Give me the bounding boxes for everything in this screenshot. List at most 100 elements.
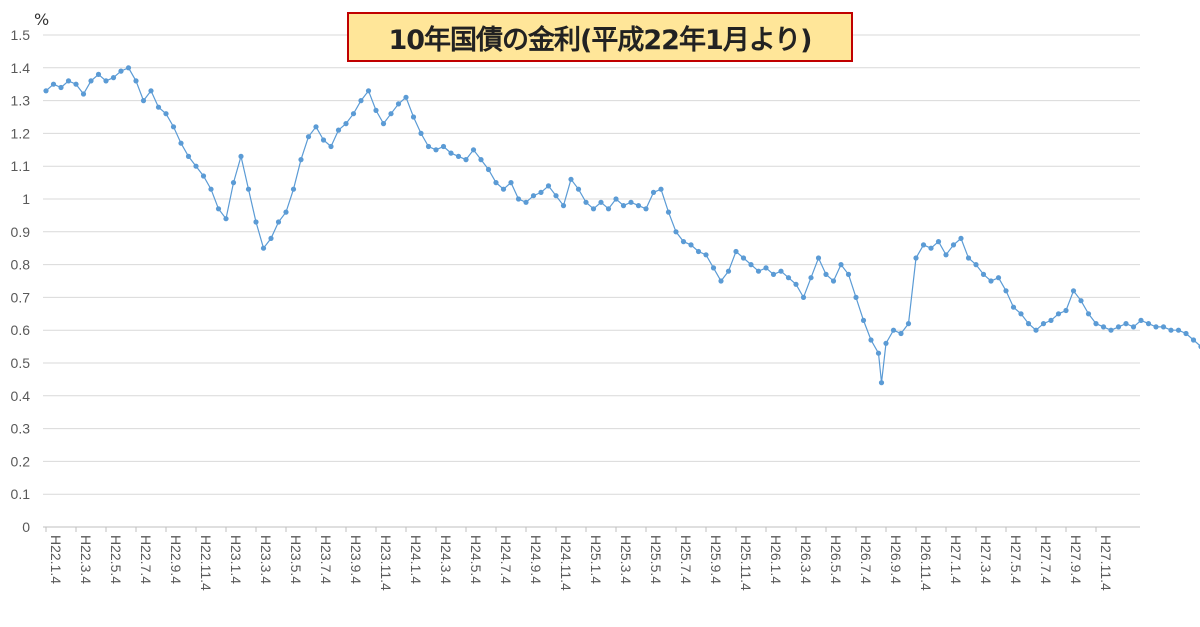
x-tick-label: H24.3.4 [438,535,454,584]
data-point [905,321,912,327]
data-point [455,153,462,159]
data-point [140,98,147,104]
data-point [665,209,672,215]
data-point [965,255,972,261]
data-point [50,81,57,87]
y-tick-label: 0.4 [11,388,31,404]
data-point [1048,317,1054,323]
data-point [230,180,237,186]
x-tick-label: H23.5.4 [288,535,304,584]
data-point [748,262,754,268]
data-point [598,199,604,205]
x-tick-label: H26.1.4 [768,535,784,584]
x-tick-label: H26.3.4 [798,535,814,584]
data-point [980,271,987,277]
x-tick-label: H26.5.4 [828,535,844,584]
x-tick-label: H26.9.4 [888,535,904,584]
data-point [793,281,799,287]
data-point [1115,324,1122,330]
x-tick-label: H27.7.4 [1038,535,1054,584]
chart-title: 10年国債の金利(平成22年1月より) [347,12,853,62]
data-point [815,255,822,261]
data-point [95,71,102,77]
data-point [358,98,364,104]
data-point [388,111,394,117]
data-point [763,265,769,271]
data-point [1003,288,1009,294]
data-point [478,157,484,163]
data-point [770,271,777,277]
data-point [725,268,732,274]
x-tick-label: H25.7.4 [678,535,694,584]
data-point [335,127,342,133]
data-point [785,275,792,281]
data-point [560,203,567,209]
data-point [320,137,327,143]
data-point [260,245,267,251]
y-tick-label: 1.4 [11,60,31,76]
x-tick-label: H24.5.4 [468,535,484,584]
data-point [418,130,424,136]
data-point [410,114,417,120]
data-point [1168,327,1174,333]
data-point [1070,288,1077,294]
data-point [658,186,664,192]
data-point [988,278,994,284]
data-point [545,183,552,189]
data-point [950,242,957,248]
data-point [605,206,612,212]
y-tick-label: 0.6 [11,322,31,338]
data-point [718,278,724,284]
data-point [878,380,885,386]
data-point [170,124,177,130]
x-tick-label: H23.11.4 [378,535,394,591]
data-point [80,91,87,97]
data-point [350,111,357,117]
x-tick-label: H26.7.4 [858,535,874,584]
data-point [838,262,844,268]
data-point [185,153,192,159]
data-point [238,153,244,159]
data-point [860,317,867,323]
data-point [395,101,402,107]
data-point [1190,337,1197,343]
data-point [253,219,259,225]
data-point [433,147,439,153]
data-point [328,143,334,150]
y-tick-label: 1.2 [11,125,31,141]
data-point [643,206,649,212]
data-point [913,255,919,261]
data-point [1033,327,1039,333]
data-point [43,88,49,94]
data-point [530,193,537,199]
gridlines [43,34,1140,495]
data-point [830,278,837,284]
data-point [650,189,657,195]
y-tick-label: 0.2 [11,453,31,469]
data-point [1085,311,1092,317]
data-point [883,340,889,346]
data-point [635,203,642,209]
x-tick-label: H23.1.4 [228,535,244,584]
data-point [245,186,252,192]
data-point [710,265,717,271]
y-tick-label: 0.5 [11,355,31,371]
data-point [223,216,229,222]
x-tick-label: H25.11.4 [738,535,754,591]
data-point [1078,298,1084,304]
data-point [470,147,477,153]
data-point [995,275,1002,281]
data-point [118,68,124,74]
data-point [1153,324,1159,330]
data-point [553,193,559,199]
data-point [485,166,492,173]
data-point [163,111,169,117]
axes [43,526,1140,532]
data-point [800,294,807,300]
data-point [538,189,544,195]
data-point [935,239,942,245]
data-point [823,271,829,277]
data-point [193,163,199,169]
data-point [590,206,597,212]
